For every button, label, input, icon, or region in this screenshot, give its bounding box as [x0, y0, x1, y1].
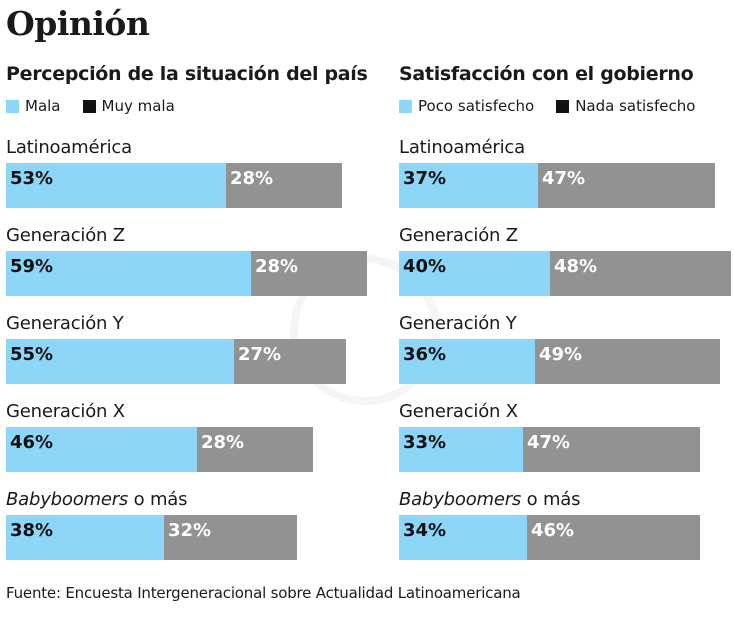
- data-label: 47%: [527, 432, 571, 453]
- bar-segment-secondary: 49%: [535, 339, 720, 384]
- bar-segment-primary: 38%: [6, 515, 164, 560]
- data-label: 49%: [539, 344, 583, 365]
- legend-item: Nada satisfecho: [556, 97, 695, 115]
- data-label: 28%: [201, 432, 245, 453]
- legend-item: Mala: [6, 97, 61, 115]
- data-label: 36%: [403, 344, 447, 365]
- bar-segment-secondary: 28%: [197, 427, 313, 472]
- category-label-rest: o más: [128, 489, 188, 510]
- data-label: 55%: [10, 344, 54, 365]
- category-label: Generación Y: [6, 313, 124, 334]
- category-label-italic: Babyboomers: [6, 489, 129, 510]
- legend-swatch: [556, 99, 570, 113]
- bar-segment-secondary: 32%: [164, 515, 297, 560]
- category-label: Generación Y: [399, 313, 517, 334]
- data-label: 48%: [554, 256, 598, 277]
- legend-swatch: [399, 99, 412, 113]
- data-label: 40%: [403, 256, 447, 277]
- data-label: 28%: [255, 256, 299, 277]
- category-label: Babyboomers o más: [6, 489, 188, 510]
- data-label: 32%: [168, 520, 212, 541]
- page-title: Opinión: [6, 4, 150, 43]
- legend-swatch: [6, 99, 19, 113]
- bar-segment-primary: 40%: [399, 251, 550, 296]
- data-label: 53%: [10, 168, 54, 189]
- bar-segment-secondary: 48%: [550, 251, 731, 296]
- category-label: Latinoamérica: [399, 137, 525, 158]
- chart-title: Satisfacción con el gobierno: [399, 63, 694, 85]
- data-label: 59%: [10, 256, 54, 277]
- bar-segment-primary: 33%: [399, 427, 523, 472]
- category-label: Babyboomers o más: [399, 489, 581, 510]
- bar-segment-primary: 55%: [6, 339, 234, 384]
- data-label: 34%: [403, 520, 447, 541]
- category-label-rest: o más: [521, 489, 581, 510]
- data-label: 27%: [238, 344, 282, 365]
- legend-label: Poco satisfecho: [418, 97, 535, 115]
- category-label-italic: Babyboomers: [399, 489, 522, 510]
- bar-segment-primary: 36%: [399, 339, 535, 384]
- category-label: Generación Z: [6, 225, 125, 246]
- legend-item: Muy mala: [82, 97, 175, 115]
- legend: Poco satisfecho Nada satisfecho: [399, 97, 717, 115]
- bar-segment-primary: 59%: [6, 251, 251, 296]
- data-label: 38%: [10, 520, 54, 541]
- bar-segment-primary: 53%: [6, 163, 226, 208]
- legend-label: Mala: [25, 97, 61, 115]
- data-label: 28%: [230, 168, 274, 189]
- category-label: Generación X: [6, 401, 125, 422]
- legend-label: Nada satisfecho: [575, 97, 696, 115]
- bar-segment-secondary: 27%: [234, 339, 346, 384]
- bar-segment-secondary: 47%: [523, 427, 700, 472]
- legend-label: Muy mala: [101, 97, 175, 115]
- category-label: Latinoamérica: [6, 137, 132, 158]
- category-label: Generación Z: [399, 225, 518, 246]
- legend-item: Poco satisfecho: [399, 97, 534, 115]
- bar-segment-primary: 46%: [6, 427, 197, 472]
- data-label: 37%: [403, 168, 447, 189]
- legend-swatch: [82, 99, 96, 113]
- data-label: 46%: [531, 520, 575, 541]
- data-label: 33%: [403, 432, 447, 453]
- data-label: 46%: [10, 432, 54, 453]
- bar-segment-secondary: 28%: [251, 251, 367, 296]
- bar-segment-primary: 34%: [399, 515, 527, 560]
- category-label: Generación X: [399, 401, 518, 422]
- bar-segment-secondary: 46%: [527, 515, 700, 560]
- bar-segment-secondary: 47%: [538, 163, 715, 208]
- data-label: 47%: [542, 168, 586, 189]
- bar-segment-primary: 37%: [399, 163, 538, 208]
- chart-title: Percepción de la situación del país: [6, 63, 368, 85]
- source-note: Fuente: Encuesta Intergeneracional sobre…: [6, 584, 521, 602]
- bar-segment-secondary: 28%: [226, 163, 342, 208]
- legend: Mala Muy mala: [6, 97, 197, 115]
